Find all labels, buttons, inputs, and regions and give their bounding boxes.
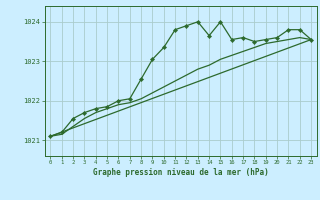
X-axis label: Graphe pression niveau de la mer (hPa): Graphe pression niveau de la mer (hPa) [93,168,269,177]
